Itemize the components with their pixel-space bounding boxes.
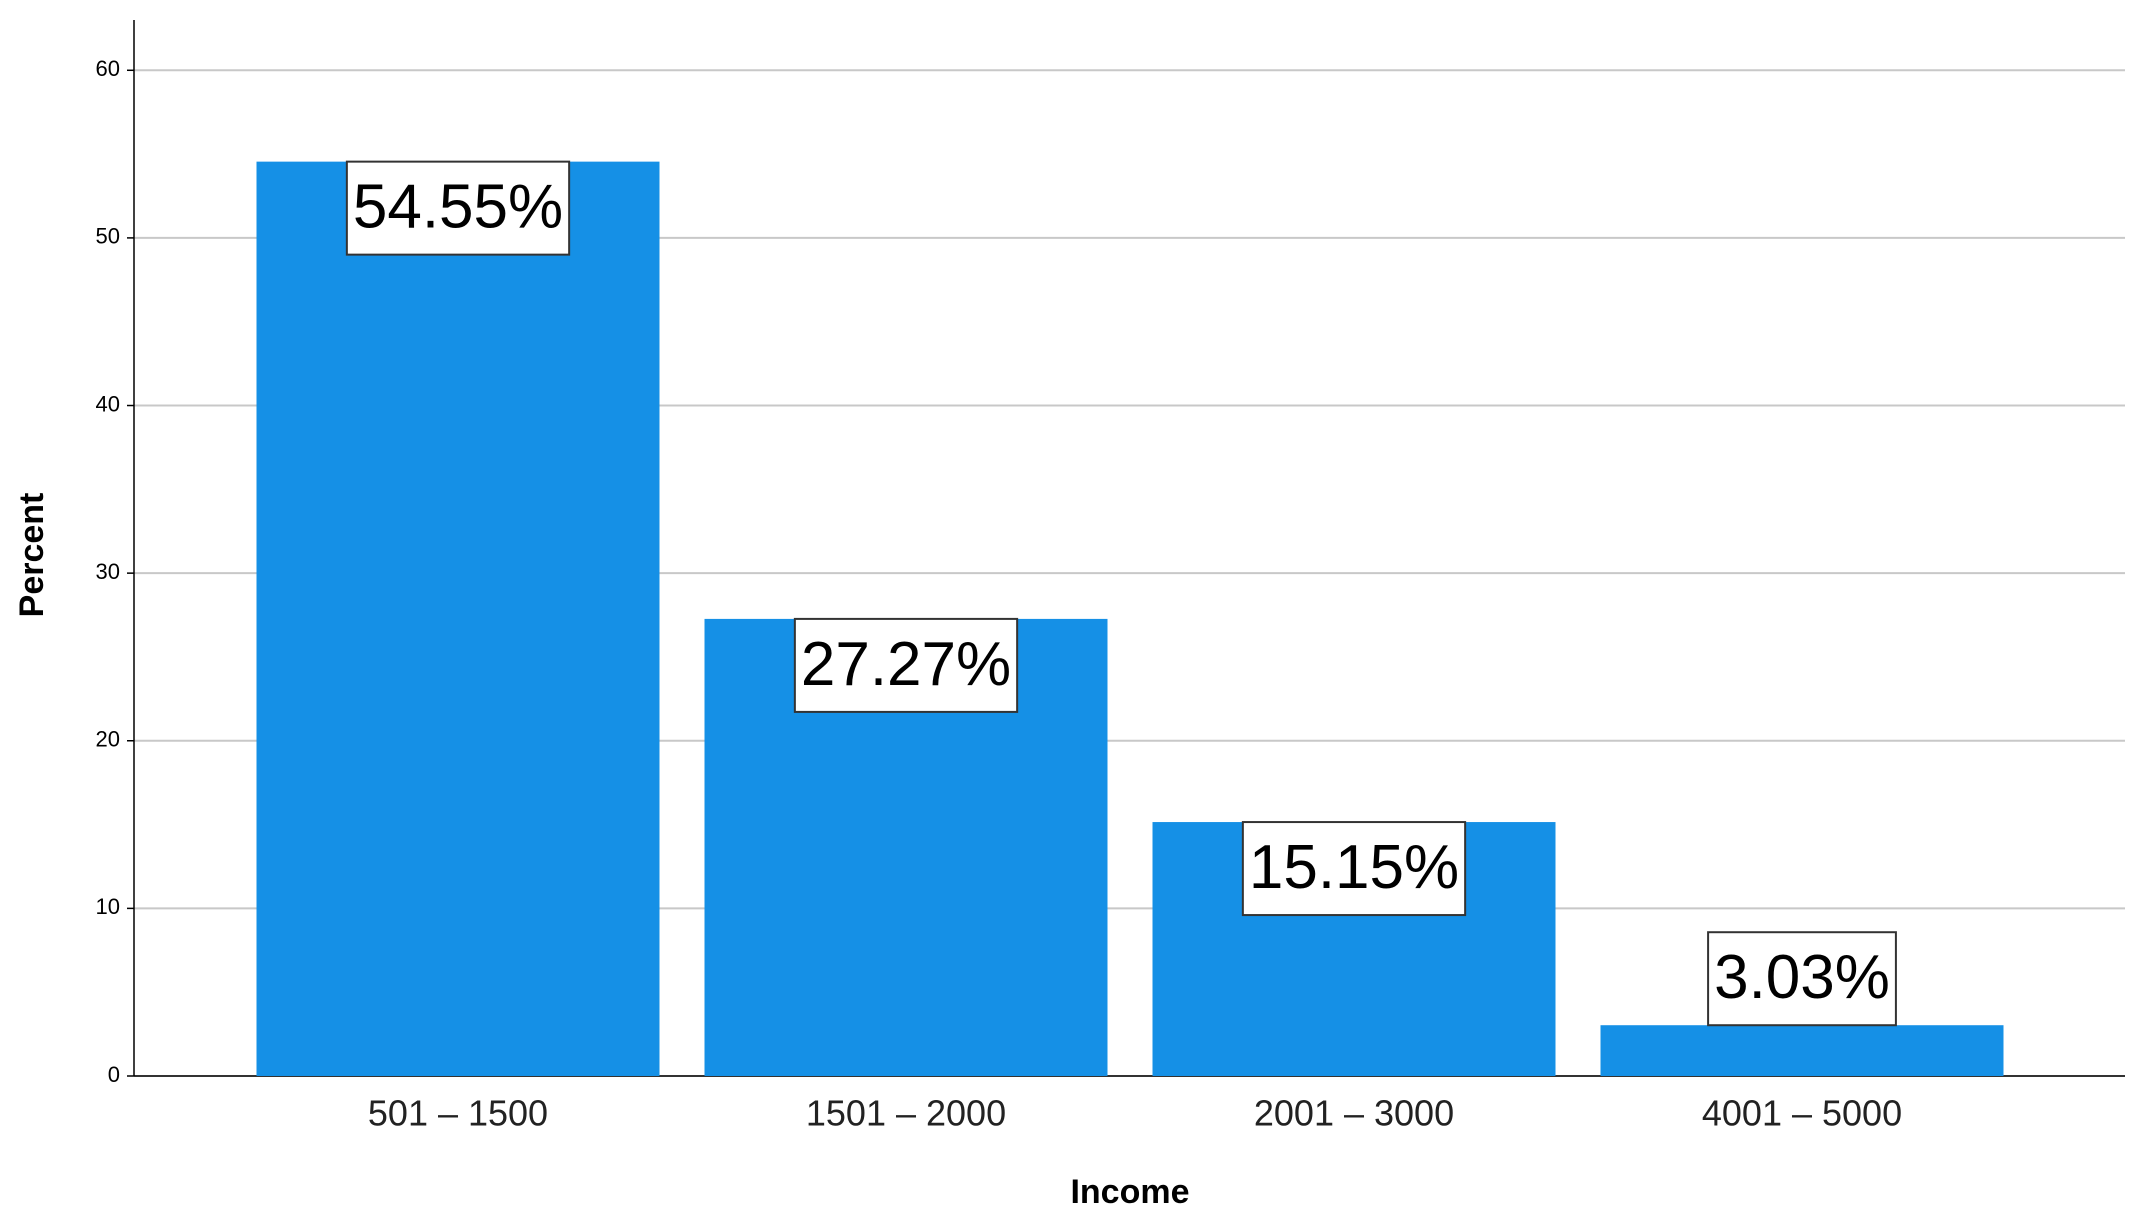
value-label: 27.27%: [801, 630, 1011, 699]
value-label-box: [793, 617, 1019, 713]
value-label-box: [1707, 931, 1897, 1027]
y-axis-label: Percent: [13, 493, 51, 618]
y-tick-label: 40: [96, 391, 120, 416]
y-tick-label: 20: [96, 727, 120, 752]
value-label: 3.03%: [1714, 943, 1890, 1012]
x-axis-label: Income: [1070, 1173, 1189, 1211]
x-tick-label: 501 – 1500: [368, 1093, 548, 1134]
x-tick-label: 1501 – 2000: [806, 1093, 1006, 1134]
bar: [1600, 1025, 2004, 1076]
y-tick-label: 50: [96, 224, 120, 249]
y-tick-label: 60: [96, 56, 120, 81]
value-label: 54.55%: [353, 173, 563, 242]
value-label-box: [345, 160, 571, 256]
y-tick-label: 30: [96, 559, 120, 584]
bar: [256, 161, 660, 1077]
value-label-box: [1241, 821, 1467, 917]
x-tick-label: 4001 – 5000: [1702, 1093, 1902, 1134]
x-tick-label: 2001 – 3000: [1254, 1093, 1454, 1134]
value-label: 15.15%: [1249, 833, 1459, 902]
y-tick-label: 0: [108, 1062, 120, 1087]
y-tick-label: 10: [96, 894, 120, 919]
